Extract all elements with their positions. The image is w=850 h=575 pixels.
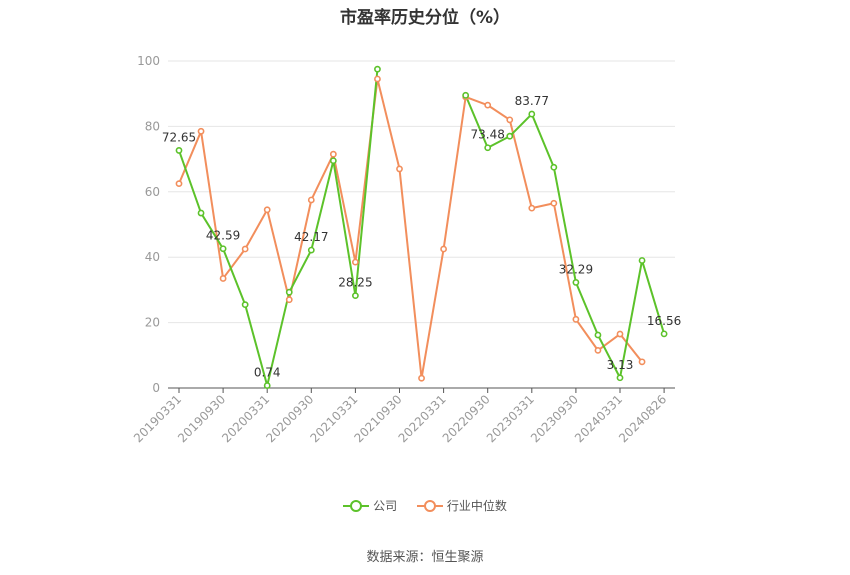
y-tick-label: 80 xyxy=(145,119,160,133)
data-point-company[interactable] xyxy=(638,257,646,264)
data-point-industry[interactable] xyxy=(572,315,580,323)
data-point-industry[interactable] xyxy=(594,346,602,354)
data-point-industry[interactable] xyxy=(418,374,425,382)
data-point-company[interactable] xyxy=(307,246,315,254)
data-point-company[interactable] xyxy=(374,65,381,73)
data-points[interactable] xyxy=(175,65,668,389)
data-point-industry[interactable] xyxy=(396,165,403,173)
data-labels: 72.65 42.59 0.74 42.17 28.25 73.48 83.77 32.29 3… xyxy=(162,94,681,380)
data-point-industry[interactable] xyxy=(285,296,293,304)
data-point-company[interactable] xyxy=(351,292,359,300)
data-point-company[interactable] xyxy=(484,144,492,152)
series-line-company xyxy=(178,69,666,387)
data-point-industry[interactable] xyxy=(351,258,359,266)
x-tick-label: 20240826 xyxy=(616,392,669,445)
line-chart: 0204060801002019033120190930202003312020… xyxy=(131,54,681,445)
data-point-company[interactable] xyxy=(616,374,624,382)
data-source-note: 数据来源：恒生聚源 xyxy=(366,550,484,565)
data-label-company: 83.77 xyxy=(515,94,549,108)
y-tick-label: 20 xyxy=(145,316,160,330)
data-point-industry[interactable] xyxy=(440,245,447,253)
chart-title: 市盈率历史分位（%） xyxy=(339,8,511,28)
gridlines xyxy=(168,60,675,324)
legend-swatch-industry xyxy=(416,499,443,512)
data-point-industry[interactable] xyxy=(197,127,205,135)
data-point-company[interactable] xyxy=(550,163,558,171)
data-point-company[interactable] xyxy=(241,301,249,309)
legend-swatch-company xyxy=(343,499,370,512)
series-line-industry xyxy=(178,77,643,380)
data-point-company[interactable] xyxy=(572,279,580,286)
data-point-industry[interactable] xyxy=(219,275,227,282)
axes: 0204060801002019033120190930202003312020… xyxy=(131,54,675,445)
legend-marker-industry xyxy=(423,499,436,512)
data-label-company: 72.65 xyxy=(162,130,196,144)
y-tick-label: 0 xyxy=(152,381,160,395)
y-tick-label: 40 xyxy=(145,250,160,264)
data-point-industry[interactable] xyxy=(374,75,381,83)
data-point-industry[interactable] xyxy=(616,330,624,338)
legend-item-company[interactable]: 公司 xyxy=(343,497,397,514)
data-point-industry[interactable] xyxy=(506,116,514,124)
series-lines xyxy=(178,69,666,387)
data-point-company[interactable] xyxy=(594,331,602,339)
data-point-industry[interactable] xyxy=(528,204,536,212)
data-point-company[interactable] xyxy=(660,330,668,338)
data-point-company[interactable] xyxy=(528,110,536,118)
legend-item-industry[interactable]: 行业中位数 xyxy=(416,497,507,514)
data-label-company: 42.59 xyxy=(206,229,240,243)
data-label-company: 73.48 xyxy=(471,128,505,142)
data-point-industry[interactable] xyxy=(550,199,558,207)
data-point-industry[interactable] xyxy=(484,101,492,109)
data-point-industry[interactable] xyxy=(638,358,646,366)
data-point-company[interactable] xyxy=(285,288,293,296)
data-label-company: 0.74 xyxy=(254,366,281,380)
y-tick-label: 100 xyxy=(137,54,160,68)
data-point-industry[interactable] xyxy=(307,196,315,204)
data-label-company: 32.29 xyxy=(559,262,593,276)
legend-marker-company xyxy=(350,499,363,512)
data-point-company[interactable] xyxy=(197,209,205,217)
data-label-company: 16.56 xyxy=(647,314,681,328)
y-tick-label: 60 xyxy=(145,185,160,199)
data-point-company[interactable] xyxy=(175,147,183,154)
legend-label-company: 公司 xyxy=(373,499,398,513)
legend-label-industry: 行业中位数 xyxy=(446,499,507,513)
data-point-industry[interactable] xyxy=(241,245,249,253)
data-point-company[interactable] xyxy=(329,157,337,165)
data-label-company: 3.13 xyxy=(607,358,634,372)
data-point-industry[interactable] xyxy=(175,180,183,188)
data-point-company[interactable] xyxy=(506,132,514,140)
data-label-company: 42.17 xyxy=(294,230,328,244)
data-point-industry[interactable] xyxy=(263,206,271,214)
data-label-company: 28.25 xyxy=(338,276,372,290)
data-point-company[interactable] xyxy=(462,91,470,99)
data-point-industry[interactable] xyxy=(329,150,337,158)
data-point-company[interactable] xyxy=(263,382,271,389)
data-point-company[interactable] xyxy=(219,245,227,253)
legend: 公司 行业中位数 xyxy=(0,497,850,514)
